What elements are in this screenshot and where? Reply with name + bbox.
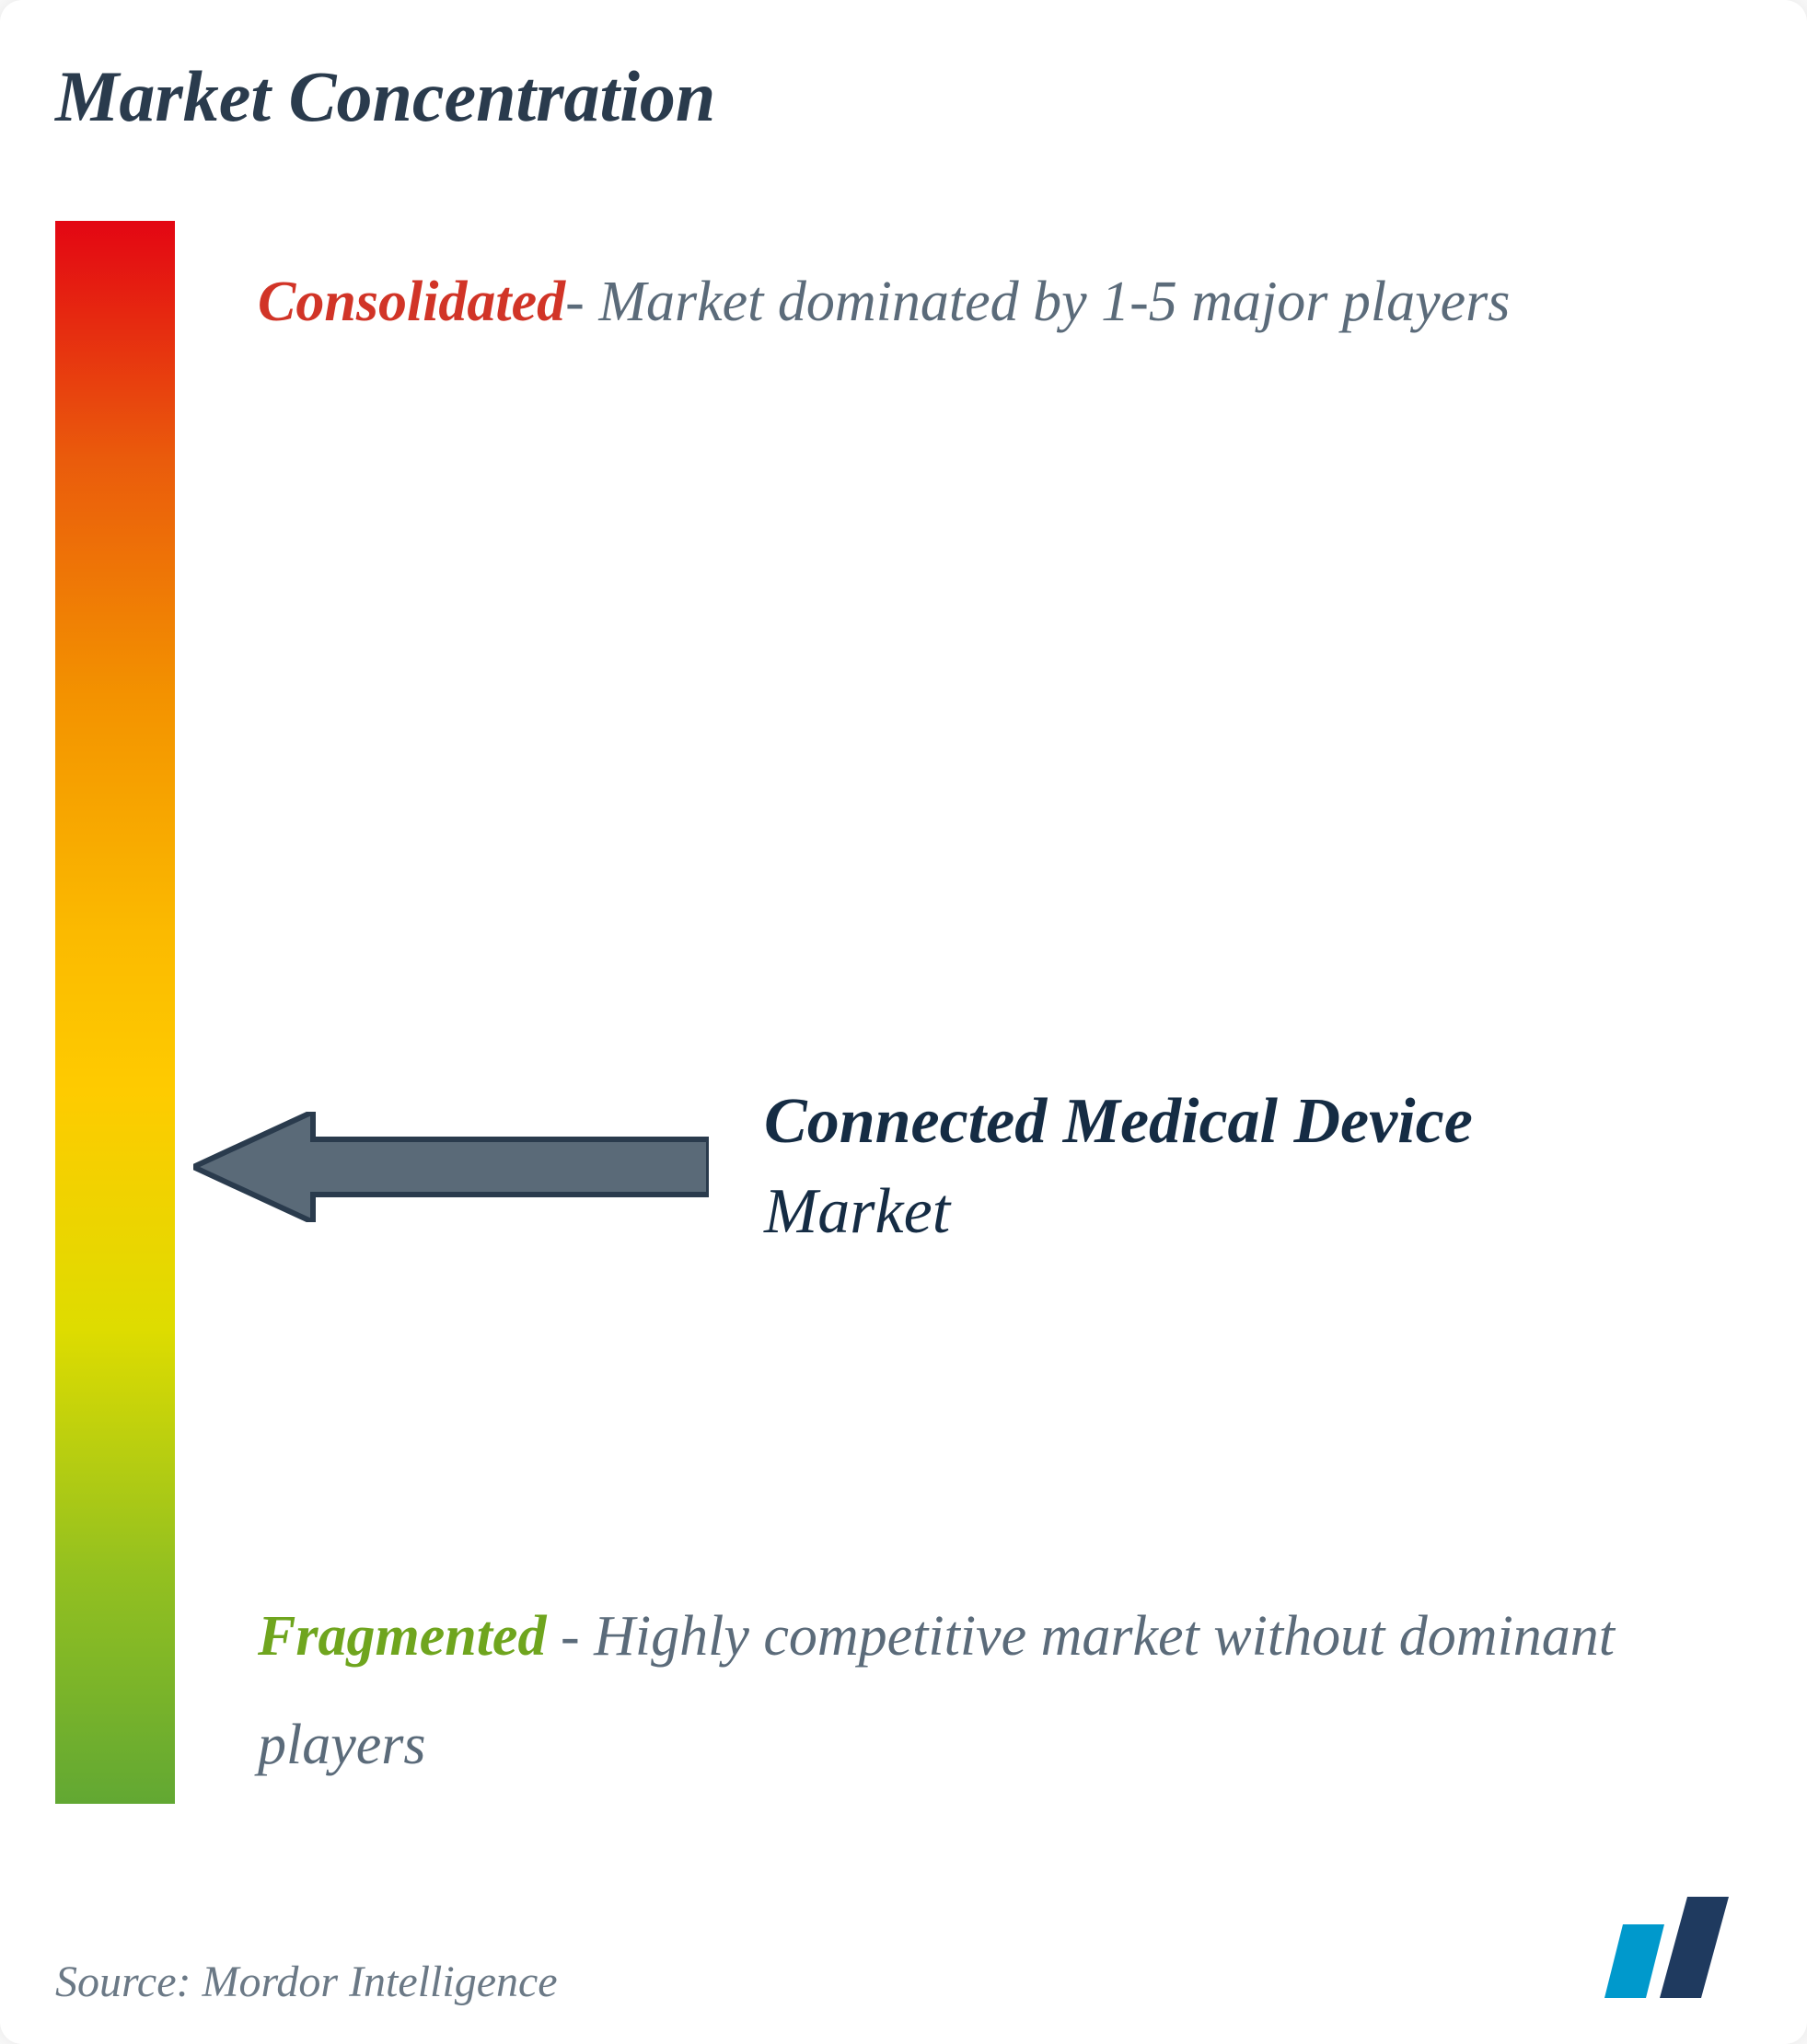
source-attribution: Source: Mordor Intelligence [55,1957,558,2007]
market-name: Connected Medical Device Market [764,1077,1473,1257]
fragmented-label: Fragmented [258,1605,546,1668]
concentration-gradient-bar [55,221,175,1804]
consolidated-text: - Market dominated by 1-5 major players [565,271,1510,333]
infographic-card: Market Concentration Consolidated- Marke… [0,0,1807,2044]
consolidated-label: Consolidated [258,271,565,333]
market-name-line1: Connected Medical Device [764,1086,1473,1157]
fragmented-description: Fragmented - Highly competitive market w… [258,1583,1697,1800]
logo-shape-1 [1604,1924,1664,1998]
source-prefix: Source: [55,1957,203,2006]
market-pointer-row: Connected Medical Device Market [193,1077,1473,1257]
market-name-line2: Market [764,1176,950,1247]
source-name: Mordor Intelligence [203,1957,558,2006]
arrow-left-icon [193,1112,709,1222]
consolidated-description: Consolidated- Market dominated by 1-5 ma… [258,248,1697,357]
brand-logo-icon [1595,1897,1733,1998]
page-title: Market Concentration [55,55,715,138]
logo-shape-2 [1660,1897,1729,1998]
